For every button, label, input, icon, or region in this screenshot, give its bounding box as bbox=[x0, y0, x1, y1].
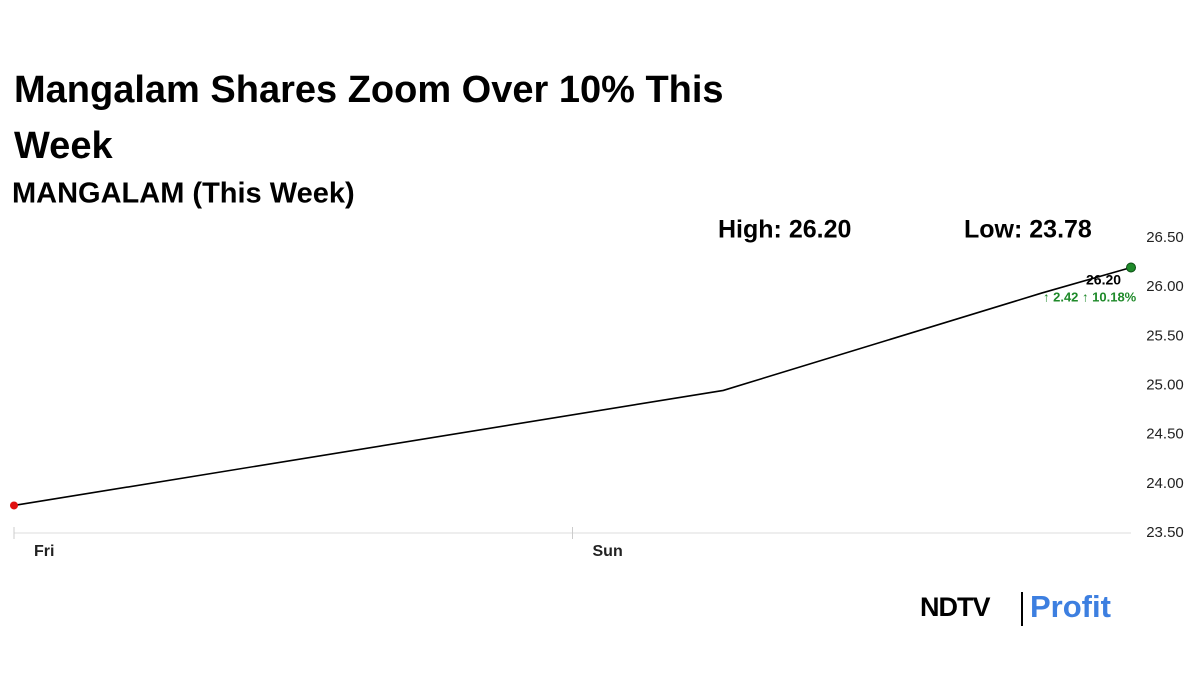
y-tick-label: 25.00 bbox=[1146, 376, 1184, 393]
low-label: Low: 23.78 bbox=[964, 216, 1092, 244]
last-price: 26.20 bbox=[1086, 272, 1121, 288]
y-tick-label: 24.50 bbox=[1146, 426, 1184, 443]
price-line bbox=[13, 266, 1132, 507]
title: Mangalam Shares Zoom Over 10% This Week bbox=[14, 69, 724, 167]
y-tick-label: 23.50 bbox=[1146, 524, 1184, 541]
change-label: ↑ 2.42 ↑ 10.18% bbox=[1043, 289, 1137, 304]
logo-brand: NDTV bbox=[920, 592, 990, 622]
subtitle: MANGALAM (This Week) bbox=[12, 178, 355, 210]
x-tick-label: Fri bbox=[34, 543, 54, 560]
start-marker bbox=[10, 501, 18, 510]
high-label: High: 26.20 bbox=[718, 216, 851, 244]
y-tick-label: 24.00 bbox=[1146, 475, 1184, 492]
y-tick-label: 25.50 bbox=[1146, 327, 1184, 344]
y-tick-label: 26.50 bbox=[1146, 229, 1184, 246]
y-tick-label: 26.00 bbox=[1146, 278, 1184, 295]
end-marker bbox=[1126, 262, 1136, 273]
logo-product: Profit bbox=[1030, 589, 1111, 624]
x-tick-label: Sun bbox=[593, 543, 623, 560]
